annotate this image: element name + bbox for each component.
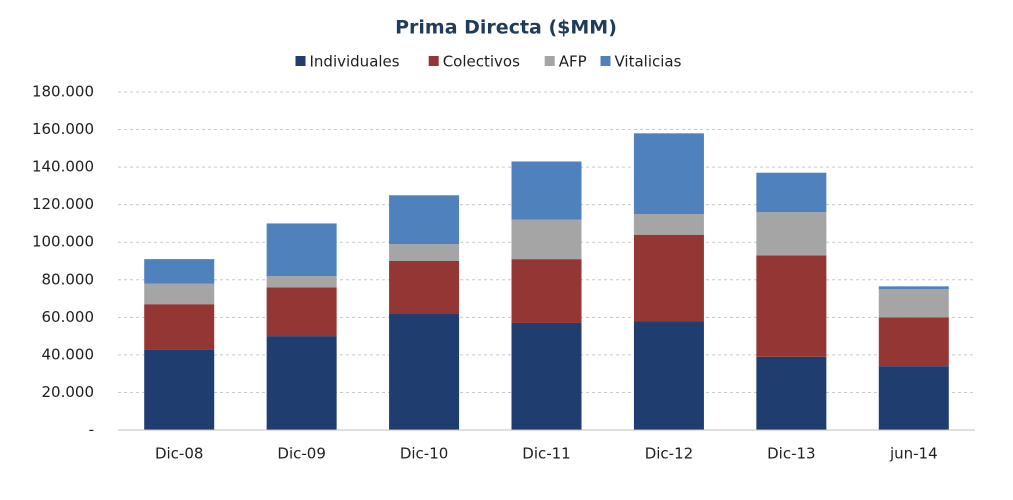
legend-swatch: [600, 56, 611, 66]
bar-segment: [633, 214, 704, 235]
y-tick-label: 40.000: [42, 345, 95, 363]
y-tick-label: 120.000: [32, 195, 94, 213]
bar-segment: [144, 304, 215, 350]
bar-segment: [389, 313, 460, 430]
bar-segment: [144, 259, 215, 284]
bar-segment: [633, 133, 704, 215]
bar-segment: [511, 161, 582, 220]
y-tick-label: 100.000: [32, 233, 94, 251]
bar-segment: [389, 244, 460, 261]
bar-segment: [756, 356, 827, 430]
bar-segment: [511, 259, 582, 323]
bar-segment: [266, 276, 337, 288]
bar-segment: [756, 172, 827, 213]
legend-swatch: [295, 56, 306, 66]
x-tick-label: Dic-10: [400, 445, 448, 463]
legend-label: AFP: [559, 53, 587, 71]
bar-segment: [878, 286, 949, 290]
bar-segment: [878, 317, 949, 367]
y-tick-label: 140.000: [32, 158, 94, 176]
bar-segment: [266, 287, 337, 337]
y-tick-label: 180.000: [32, 83, 94, 101]
bar-segment: [633, 234, 704, 322]
y-tick-label: 60.000: [42, 308, 95, 326]
bar-segment: [389, 195, 460, 245]
legend-label: Vitalicias: [615, 53, 682, 71]
bar-segment: [144, 283, 215, 305]
legend: Individuales Colectivos AFP Vitalicias: [295, 53, 682, 71]
chart-title: Prima Directa ($MM): [395, 17, 617, 39]
bar-segment: [633, 321, 704, 430]
x-tick-label: Dic-11: [522, 445, 570, 463]
x-tick-label: Dic-12: [645, 445, 693, 463]
x-tick-label: Dic-13: [767, 445, 815, 463]
bar-segment: [266, 336, 337, 430]
bar-segment: [878, 366, 949, 430]
bar-segment: [511, 322, 582, 430]
bar-segment: [756, 212, 827, 256]
legend-swatch: [544, 56, 555, 66]
bar-segment: [144, 349, 215, 430]
bar-segment: [511, 219, 582, 260]
bar-segment: [266, 223, 337, 277]
x-tick-label: Dic-08: [155, 445, 203, 463]
y-tick-label: 160.000: [32, 120, 94, 138]
y-tick-label: -: [89, 421, 94, 439]
y-tick-label: 80.000: [42, 270, 95, 288]
legend-label: Colectivos: [443, 53, 520, 71]
y-tick-label: 20.000: [42, 383, 95, 401]
x-tick-label: jun-14: [889, 445, 938, 463]
bar-segment: [389, 261, 460, 314]
bar-segment: [878, 289, 949, 318]
legend-swatch: [428, 56, 439, 66]
x-tick-label: Dic-09: [277, 445, 325, 463]
bar-segment: [756, 255, 827, 357]
legend-label: Individuales: [310, 53, 400, 71]
